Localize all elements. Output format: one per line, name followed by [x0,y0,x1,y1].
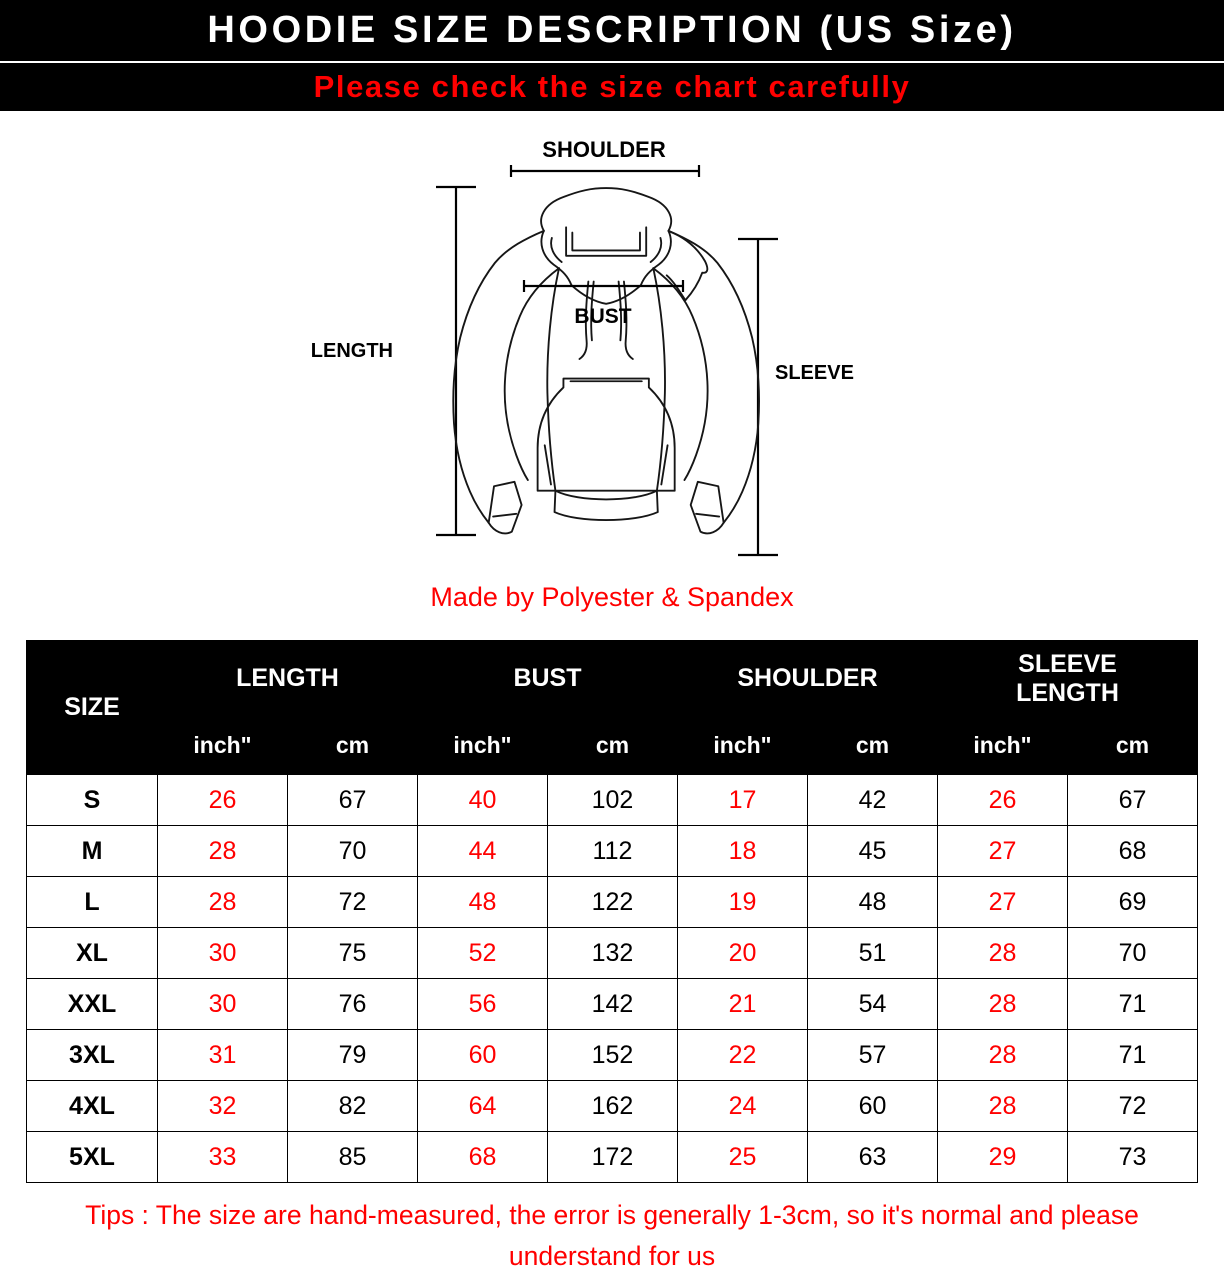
svg-text:SHOULDER: SHOULDER [542,137,666,162]
svg-text:LENGTH: LENGTH [311,340,393,362]
svg-text:SLEEVE: SLEEVE [775,362,854,384]
svg-text:BUST: BUST [574,305,631,328]
